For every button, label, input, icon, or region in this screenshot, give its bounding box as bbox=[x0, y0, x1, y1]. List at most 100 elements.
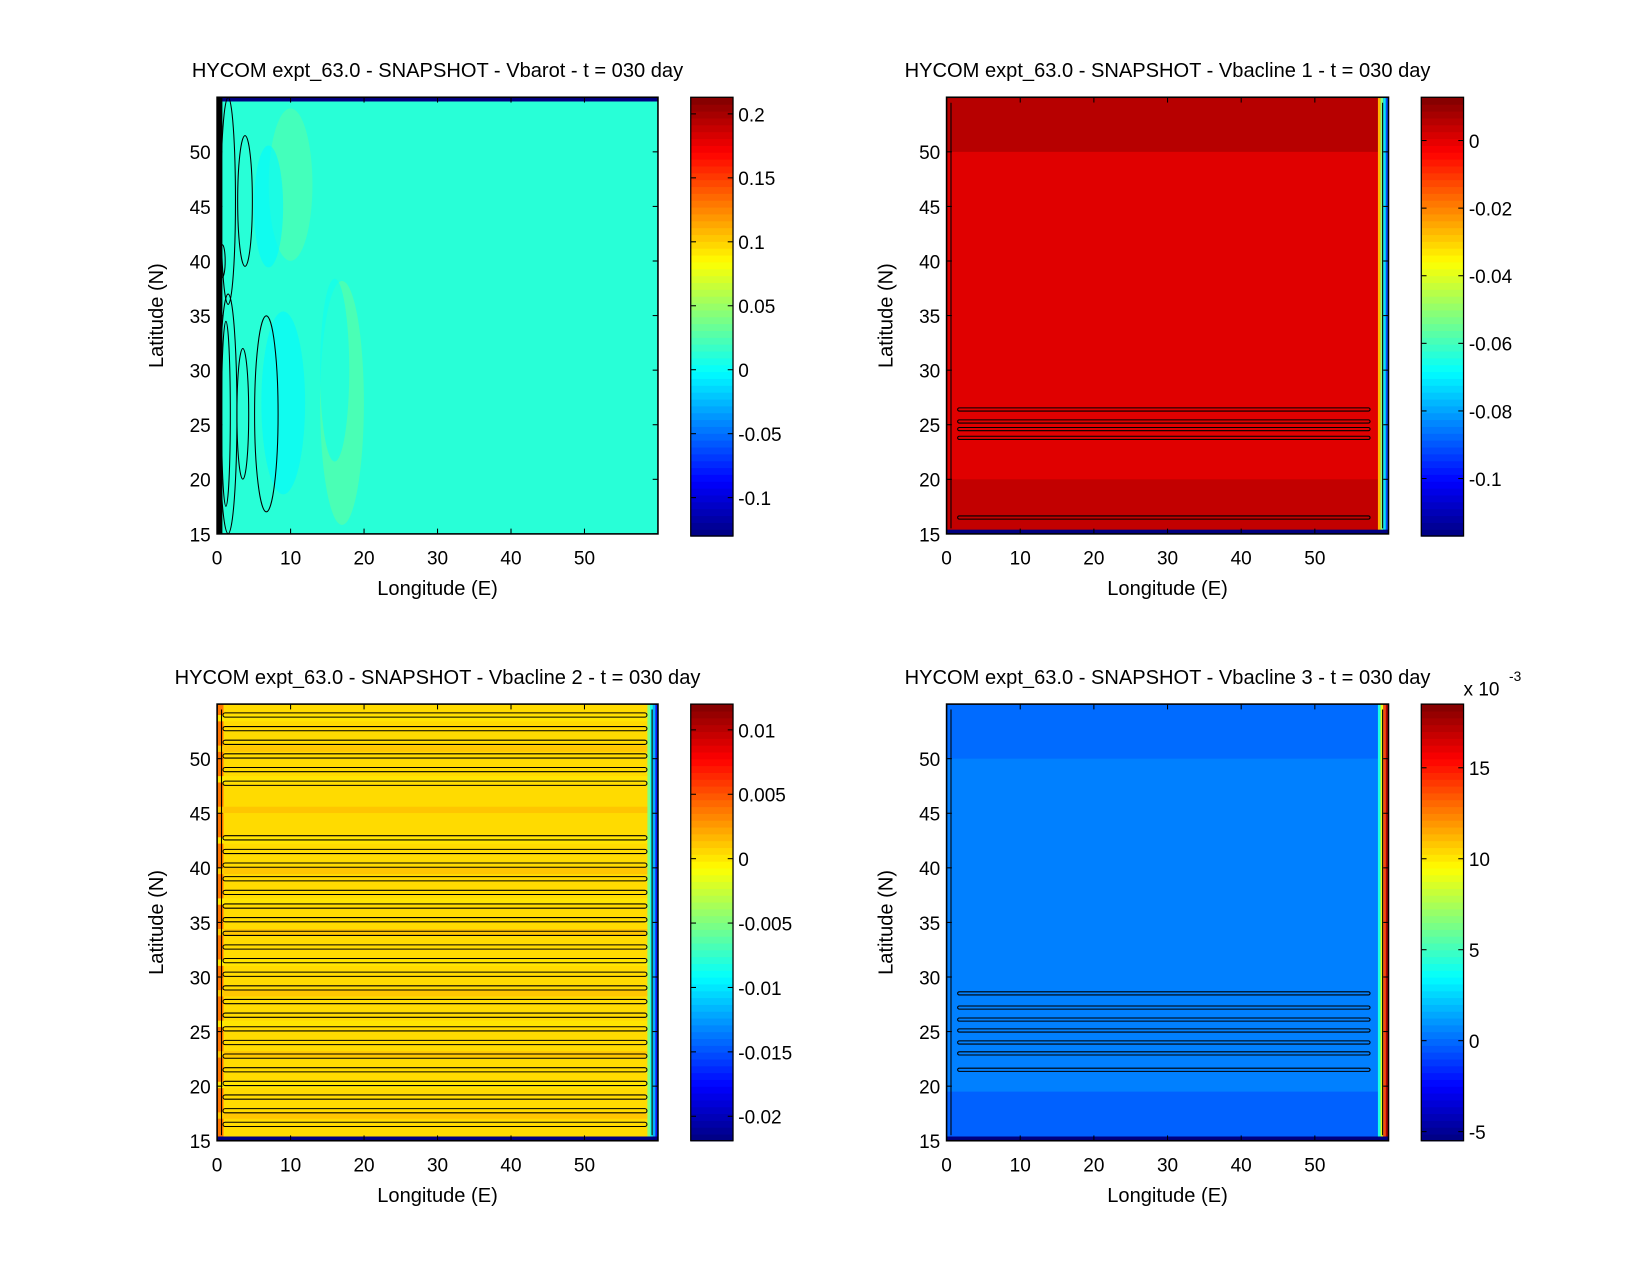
colorbar-segment bbox=[690, 724, 734, 733]
colorbar-segment bbox=[690, 936, 734, 944]
contour-line bbox=[222, 1012, 648, 1018]
colorbar-tick-label: 0.1 bbox=[738, 233, 764, 254]
colorbar-segment bbox=[690, 970, 734, 978]
colorbar-segment bbox=[1421, 152, 1464, 160]
colorbar-segment bbox=[1421, 1065, 1464, 1074]
colorbar-segment bbox=[690, 983, 734, 992]
colorbar-segment bbox=[1421, 371, 1464, 379]
contour-line bbox=[957, 426, 1371, 432]
colorbar-segment bbox=[690, 426, 734, 434]
contour-line bbox=[222, 876, 648, 882]
colorbar-segment bbox=[1421, 806, 1464, 814]
colorbar-tick-label: -0.005 bbox=[738, 914, 792, 935]
subplot-4: HYCOM expt_63.0 - SNAPSHOT - Vbacline 3 … bbox=[876, 667, 1522, 1207]
colorbar-segment bbox=[1421, 1017, 1464, 1026]
y-tick-label: 45 bbox=[190, 805, 211, 826]
y-tick-label: 20 bbox=[190, 471, 211, 492]
colorbar-segment bbox=[1421, 515, 1464, 523]
colorbar-segment bbox=[690, 289, 734, 297]
x-axis-label: Longitude (E) bbox=[1107, 1185, 1228, 1207]
x-tick-label: 50 bbox=[1304, 1155, 1325, 1176]
heatmap-anomaly bbox=[261, 311, 306, 495]
colorbar-segment bbox=[1421, 861, 1464, 869]
colorbar-tick-label: 0 bbox=[738, 361, 749, 382]
colorbar-segment bbox=[1421, 398, 1464, 407]
colorbar-segment bbox=[690, 124, 734, 133]
heatmap-band bbox=[946, 97, 1389, 152]
colorbar-segment bbox=[1421, 997, 1464, 1005]
contour-line bbox=[222, 862, 648, 868]
colorbar-segment bbox=[1421, 488, 1464, 496]
contour-line bbox=[222, 1080, 648, 1087]
colorbar-multiplier: x 10 bbox=[1464, 680, 1500, 701]
contour-line bbox=[222, 753, 648, 759]
colorbar-segment bbox=[690, 840, 734, 849]
colorbar-segment bbox=[1421, 710, 1464, 719]
colorbar-segment bbox=[690, 145, 734, 153]
y-tick-label: 30 bbox=[919, 362, 940, 383]
colorbar-segment bbox=[690, 529, 734, 537]
x-tick-label: 30 bbox=[427, 1155, 448, 1176]
heatmap-stripe bbox=[217, 776, 658, 783]
colorbar-segment bbox=[1421, 717, 1464, 726]
colorbar-segment bbox=[690, 1099, 734, 1108]
colorbar-segment bbox=[1421, 779, 1464, 787]
contour-line bbox=[957, 1040, 1371, 1045]
colorbar-segment bbox=[690, 268, 734, 277]
colorbar-segment bbox=[1421, 104, 1464, 112]
contour-line bbox=[222, 726, 648, 732]
contour-line bbox=[222, 1121, 648, 1128]
colorbar-segment bbox=[1421, 172, 1464, 181]
heatmap-anomaly bbox=[320, 278, 350, 462]
colorbar-segment bbox=[1421, 1045, 1464, 1053]
colorbar-tick-label: 0 bbox=[738, 850, 749, 871]
colorbar-segment bbox=[690, 772, 734, 780]
colorbar-segment bbox=[690, 515, 734, 523]
colorbar-segment bbox=[1421, 282, 1464, 290]
x-tick-label: 50 bbox=[574, 1155, 595, 1176]
colorbar-segment bbox=[690, 1106, 734, 1115]
colorbar-segment bbox=[1421, 765, 1464, 773]
colorbar-segment bbox=[1421, 186, 1464, 194]
subplot-3: HYCOM expt_63.0 - SNAPSHOT - Vbacline 2 … bbox=[146, 667, 792, 1207]
colorbar-segment bbox=[1421, 1031, 1464, 1040]
contour-line bbox=[957, 419, 1371, 424]
colorbar-box bbox=[1420, 703, 1465, 1142]
colorbar-segment bbox=[1421, 1113, 1464, 1121]
colorbar-segment bbox=[690, 481, 734, 489]
colorbar-segment bbox=[1421, 1120, 1464, 1128]
contour-line bbox=[222, 780, 648, 786]
colorbar-segment bbox=[1421, 881, 1464, 889]
y-tick-label: 30 bbox=[190, 362, 211, 383]
colorbar-segment bbox=[690, 738, 734, 746]
colorbar-segment bbox=[690, 385, 734, 393]
colorbar-tick-label: -0.06 bbox=[1469, 335, 1512, 356]
colorbar-segment bbox=[690, 908, 734, 917]
heatmap-band bbox=[946, 1091, 1389, 1141]
x-tick-label: 30 bbox=[1157, 1155, 1178, 1176]
heatmap-stripe bbox=[217, 745, 658, 752]
colorbar-segment bbox=[1421, 813, 1464, 821]
colorbar-segment bbox=[690, 826, 734, 835]
colorbar-segment bbox=[1421, 529, 1464, 537]
colorbar-segment bbox=[1421, 474, 1464, 482]
x-tick-label: 10 bbox=[280, 549, 301, 570]
colorbar-segment bbox=[690, 248, 734, 256]
colorbar-tick-label: -0.01 bbox=[738, 979, 781, 1000]
colorbar-segment bbox=[1421, 1011, 1464, 1019]
contour-line bbox=[222, 985, 648, 991]
colorbar-segment bbox=[1421, 888, 1464, 896]
colorbar-segment bbox=[1421, 412, 1464, 421]
contour-line bbox=[222, 930, 648, 936]
y-tick-label: 25 bbox=[919, 416, 940, 437]
y-tick-label: 20 bbox=[919, 471, 940, 492]
colorbar-tick-label: 15 bbox=[1469, 759, 1490, 780]
colorbar-segment bbox=[690, 717, 734, 726]
colorbar-segment bbox=[1421, 901, 1464, 910]
colorbar-segment bbox=[1421, 895, 1464, 903]
colorbar-segment bbox=[690, 1086, 734, 1094]
colorbar-segment bbox=[1421, 1024, 1464, 1033]
colorbar-segment bbox=[1421, 833, 1464, 842]
contour-line bbox=[222, 889, 648, 896]
x-tick-label: 10 bbox=[1010, 549, 1031, 570]
